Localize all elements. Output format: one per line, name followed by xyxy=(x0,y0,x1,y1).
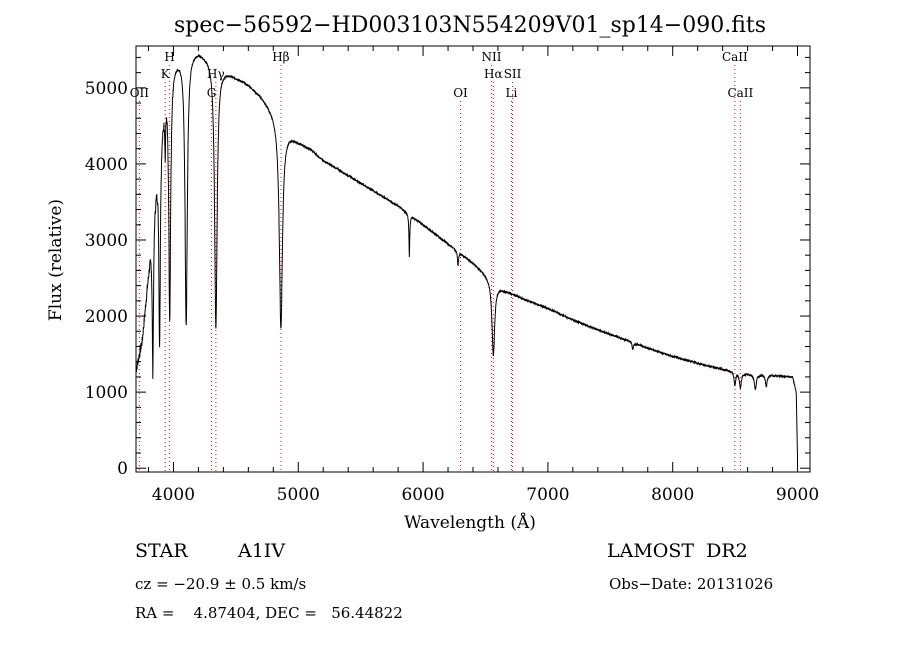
x-tick-label: 8000 xyxy=(651,485,694,505)
line-marker-label: OII xyxy=(130,86,150,100)
redshift-readout: cz = −20.9 ± 0.5 km/s xyxy=(135,575,307,593)
line-marker-label: CaII xyxy=(722,50,748,64)
y-tick-label: 5000 xyxy=(85,79,128,99)
line-marker-label: CaII xyxy=(727,86,753,100)
object-subclass: A1IV xyxy=(238,540,286,562)
line-marker-label: SII xyxy=(504,67,522,81)
line-marker-label: NII xyxy=(481,50,501,64)
y-tick-label: 2000 xyxy=(85,307,128,327)
x-axis-label: Wavelength (Å) xyxy=(404,512,536,533)
coordinates-readout: RA = 4.87404, DEC = 56.44822 xyxy=(135,604,403,622)
line-marker-label: K xyxy=(161,67,171,81)
line-marker-label: H xyxy=(164,50,174,64)
x-tick-label: 6000 xyxy=(401,485,444,505)
x-tick-label: 4000 xyxy=(152,485,195,505)
chart-title: spec−56592−HD003103N554209V01_sp14−090.f… xyxy=(174,13,766,38)
y-tick-label: 3000 xyxy=(85,231,128,251)
survey-label: LAMOST DR2 xyxy=(607,540,748,562)
y-tick-label: 1000 xyxy=(85,383,128,403)
spectrum-line xyxy=(135,54,798,469)
y-axis: 0 1000 2000 3000 4000 5000 xyxy=(85,56,810,479)
x-tick-label: 9000 xyxy=(776,485,819,505)
obs-date: Obs−Date: 20131026 xyxy=(609,575,774,593)
line-marker-label: OI xyxy=(453,86,468,100)
y-axis-label: Flux (relative) xyxy=(46,199,66,321)
object-class: STAR xyxy=(135,540,188,562)
x-axis: 4000 5000 6000 7000 8000 9000 xyxy=(147,46,819,505)
x-tick-label: 7000 xyxy=(526,485,569,505)
line-marker-label: Hγ xyxy=(207,67,225,81)
plot-frame xyxy=(135,45,811,473)
line-marker-label: Li xyxy=(506,86,518,100)
x-tick-label: 5000 xyxy=(277,485,320,505)
line-marker-label: Hβ xyxy=(272,50,289,64)
line-marker-label: Hα xyxy=(484,67,503,81)
y-tick-label: 0 xyxy=(117,459,128,479)
y-tick-label: 4000 xyxy=(85,155,128,175)
